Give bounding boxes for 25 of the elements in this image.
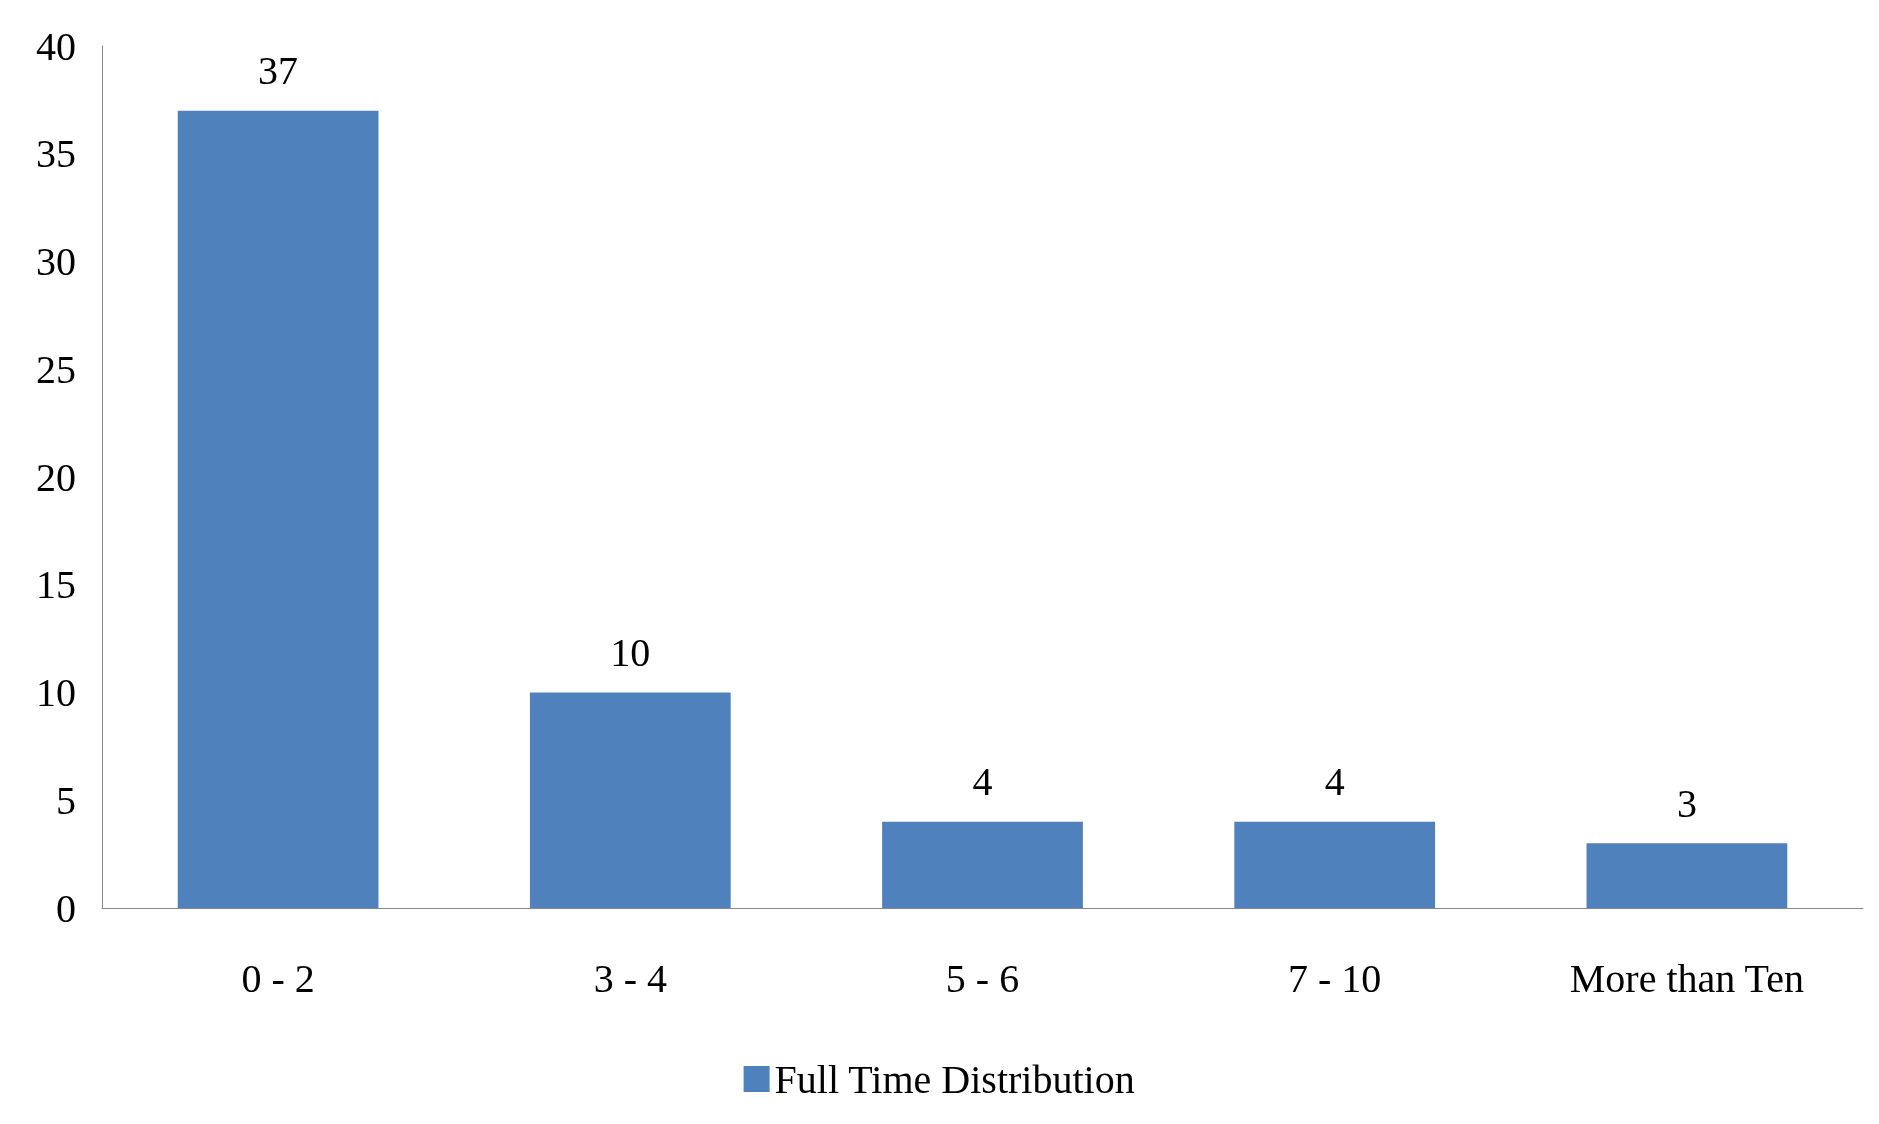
data-label: 4 [1324, 759, 1345, 805]
y-tick-label: 30 [36, 239, 76, 284]
y-tick-label: 25 [36, 346, 76, 392]
y-tick-label: 10 [36, 670, 76, 715]
bar [882, 821, 1083, 908]
y-tick-label: 15 [36, 562, 76, 608]
bar [529, 692, 731, 908]
y-tick-label: 0 [56, 885, 76, 931]
bar [1234, 821, 1436, 908]
x-tick-label: 7 - 10 [1288, 955, 1382, 1001]
x-tick-label: 5 - 6 [945, 955, 1020, 1001]
y-tick-label: 20 [36, 454, 76, 500]
x-tick-label: 3 - 4 [593, 955, 667, 1001]
y-tick-label: 5 [56, 777, 76, 823]
x-tick-label: More than Ten [1569, 955, 1804, 1001]
data-label: 37 [258, 48, 299, 94]
bar [1586, 843, 1788, 908]
bar [177, 110, 379, 908]
y-tick-label: 40 [36, 23, 76, 69]
y-tick-label: 35 [36, 131, 76, 177]
data-label: 3 [1676, 780, 1697, 826]
legend-label: Full Time Distribution [774, 1056, 1135, 1102]
x-tick-label: 0 - 2 [241, 955, 315, 1001]
data-label: 10 [610, 630, 651, 675]
data-label: 4 [972, 759, 993, 805]
